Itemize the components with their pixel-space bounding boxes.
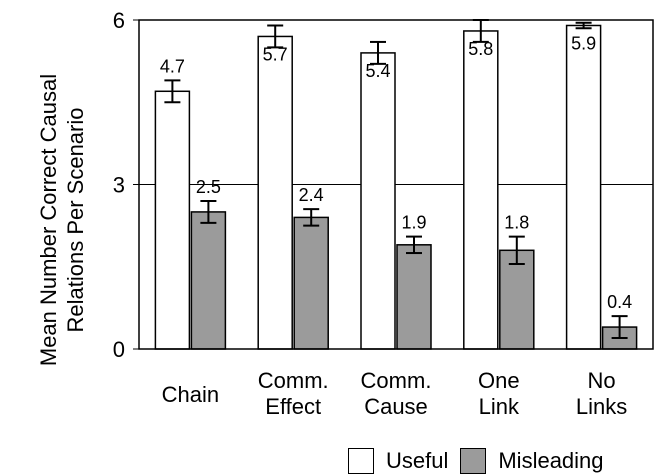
- x-tick-label: Chain: [162, 382, 219, 407]
- bar-useful: [257, 35, 293, 350]
- data-label: 4.7: [160, 56, 185, 76]
- x-tick-label: Comm. Effect: [258, 368, 329, 419]
- data-label: 0.4: [607, 292, 632, 312]
- data-label: 2.5: [196, 177, 221, 197]
- legend-label-misleading: Misleading: [498, 448, 604, 473]
- data-label: 2.4: [299, 185, 324, 205]
- legend-swatch-useful: [348, 448, 374, 474]
- bar-useful: [463, 30, 499, 350]
- x-tick-label: No Links: [576, 368, 627, 419]
- data-label: 5.4: [365, 61, 390, 81]
- bar-misleading: [190, 211, 227, 350]
- data-label: 1.9: [401, 213, 426, 233]
- y-axis-label-line-1: Mean Number Correct Causal: [36, 73, 61, 367]
- bar-misleading: [396, 244, 432, 350]
- bar-useful: [565, 24, 602, 350]
- data-label: 5.8: [468, 39, 493, 59]
- plot-frame: [138, 19, 654, 350]
- legend: Useful Misleading: [348, 447, 604, 475]
- data-label: 5.9: [571, 33, 596, 53]
- bar-misleading: [499, 249, 535, 350]
- legend-item-useful: Useful: [348, 448, 448, 474]
- legend-item-misleading: Misleading: [460, 448, 604, 474]
- y-axis-label: Mean Number Correct Causal Relations Per…: [35, 40, 89, 400]
- bar-useful: [154, 90, 191, 350]
- legend-label-useful: Useful: [386, 448, 449, 473]
- data-label: 5.7: [263, 44, 288, 64]
- y-axis-label-line-2: Relations Per Scenario: [63, 107, 88, 333]
- legend-swatch-misleading: [460, 448, 487, 474]
- bar-misleading: [293, 216, 329, 350]
- y-tick-label: 3: [113, 173, 125, 198]
- x-tick-label: One Link: [478, 368, 520, 419]
- bar-useful: [360, 52, 396, 350]
- data-label: 1.8: [504, 213, 529, 233]
- y-tick-label: 0: [113, 337, 125, 362]
- x-tick-label: Comm. Cause: [361, 368, 432, 419]
- y-tick-label: 6: [113, 8, 125, 33]
